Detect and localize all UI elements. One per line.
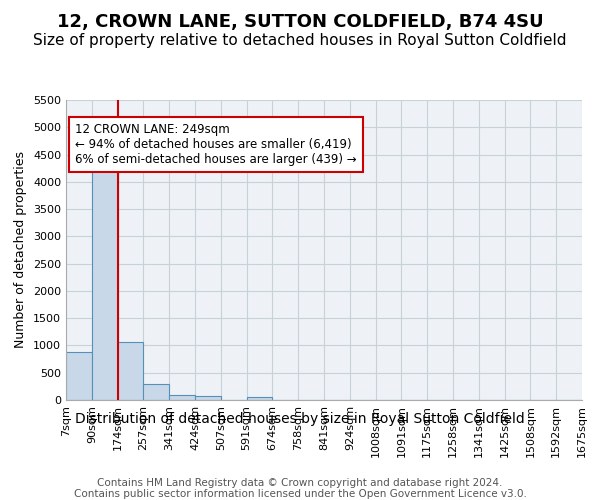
- Bar: [169, 395, 195, 400]
- Text: Size of property relative to detached houses in Royal Sutton Coldfield: Size of property relative to detached ho…: [33, 32, 567, 48]
- Bar: [247, 396, 272, 400]
- Text: Distribution of detached houses by size in Royal Sutton Coldfield: Distribution of detached houses by size …: [75, 412, 525, 426]
- Bar: [195, 396, 221, 400]
- Y-axis label: Number of detached properties: Number of detached properties: [14, 152, 28, 348]
- Bar: [66, 352, 92, 400]
- Text: 12, CROWN LANE, SUTTON COLDFIELD, B74 4SU: 12, CROWN LANE, SUTTON COLDFIELD, B74 4S…: [56, 12, 544, 30]
- Bar: [118, 342, 143, 400]
- Bar: [92, 152, 118, 400]
- Text: 12 CROWN LANE: 249sqm
← 94% of detached houses are smaller (6,419)
6% of semi-de: 12 CROWN LANE: 249sqm ← 94% of detached …: [75, 123, 356, 166]
- Text: Contains HM Land Registry data © Crown copyright and database right 2024.
Contai: Contains HM Land Registry data © Crown c…: [74, 478, 526, 499]
- Bar: [143, 384, 169, 400]
